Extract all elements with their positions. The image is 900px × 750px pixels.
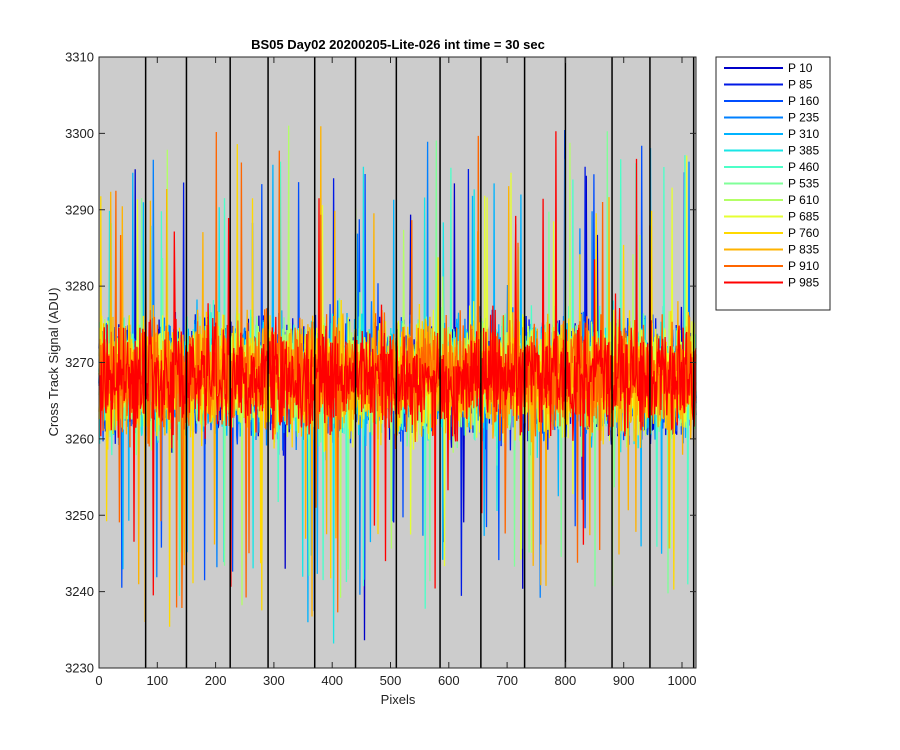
x-tick-label: 900 bbox=[613, 673, 635, 688]
y-tick-label: 3290 bbox=[65, 202, 94, 217]
legend-entry: P 685 bbox=[724, 210, 819, 224]
y-tick-label: 3280 bbox=[65, 279, 94, 294]
legend-entry: P 160 bbox=[724, 94, 819, 108]
legend-entry: P 610 bbox=[724, 193, 819, 207]
series-line-p-985 bbox=[98, 131, 697, 596]
x-axis-ticks: 0 100 200 300 400 500 600 700 800 900 1000 bbox=[95, 57, 696, 688]
y-tick-label: 3250 bbox=[65, 508, 94, 523]
legend-label: P 760 bbox=[788, 226, 819, 240]
legend-label: P 910 bbox=[788, 259, 819, 273]
legend-label: P 685 bbox=[788, 210, 819, 224]
legend-entry: P 535 bbox=[724, 177, 819, 191]
legend-entry: P 10 bbox=[724, 61, 813, 75]
x-tick-label: 1000 bbox=[668, 673, 697, 688]
legend-entry: P 835 bbox=[724, 243, 819, 257]
legend-label: P 835 bbox=[788, 243, 819, 257]
x-tick-label: 600 bbox=[438, 673, 460, 688]
legend-label: P 160 bbox=[788, 94, 819, 108]
x-tick-label: 500 bbox=[380, 673, 402, 688]
x-tick-label: 200 bbox=[205, 673, 227, 688]
x-tick-label: 0 bbox=[95, 673, 102, 688]
y-tick-label: 3240 bbox=[65, 584, 94, 599]
legend-entries: P 10 P 85 P 160 P 235 P 310 P 385 P 460 P 535 P … bbox=[724, 61, 819, 290]
legend-label: P 85 bbox=[788, 78, 813, 92]
legend-label: P 310 bbox=[788, 127, 819, 141]
y-tick-label: 3300 bbox=[65, 126, 94, 141]
legend-label: P 385 bbox=[788, 144, 819, 158]
x-axis-label: Pixels bbox=[381, 692, 416, 707]
legend-label: P 460 bbox=[788, 160, 819, 174]
legend-entry: P 85 bbox=[724, 78, 813, 92]
y-tick-label: 3310 bbox=[65, 50, 94, 65]
legend-entry: P 385 bbox=[724, 144, 819, 158]
chart-title: BS05 Day02 20200205-Lite-026 int time = … bbox=[251, 37, 545, 52]
legend-entry: P 460 bbox=[724, 160, 819, 174]
legend-label: P 235 bbox=[788, 111, 819, 125]
series-layer bbox=[98, 125, 697, 644]
x-tick-label: 100 bbox=[146, 673, 168, 688]
legend-entry: P 235 bbox=[724, 111, 819, 125]
y-axis-ticks: 3230 3240 3250 3260 3270 3280 3290 3300 3310 bbox=[65, 50, 696, 676]
y-tick-label: 3260 bbox=[65, 431, 94, 446]
legend-entry: P 985 bbox=[724, 276, 819, 290]
legend-label: P 10 bbox=[788, 61, 813, 75]
legend-label: P 610 bbox=[788, 193, 819, 207]
y-tick-label: 3270 bbox=[65, 355, 94, 370]
x-tick-label: 300 bbox=[263, 673, 285, 688]
legend-label: P 535 bbox=[788, 177, 819, 191]
x-tick-label: 800 bbox=[555, 673, 577, 688]
legend-entry: P 910 bbox=[724, 259, 819, 273]
legend-entry: P 760 bbox=[724, 226, 819, 240]
legend-entry: P 310 bbox=[724, 127, 819, 141]
legend: P 10 P 85 P 160 P 235 P 310 P 385 P 460 P 535 P … bbox=[715, 56, 831, 311]
legend-label: P 985 bbox=[788, 276, 819, 290]
x-tick-label: 700 bbox=[496, 673, 518, 688]
y-axis-label: Cross Track Signal (ADU) bbox=[46, 288, 61, 437]
x-tick-label: 400 bbox=[321, 673, 343, 688]
y-tick-label: 3230 bbox=[65, 661, 94, 676]
